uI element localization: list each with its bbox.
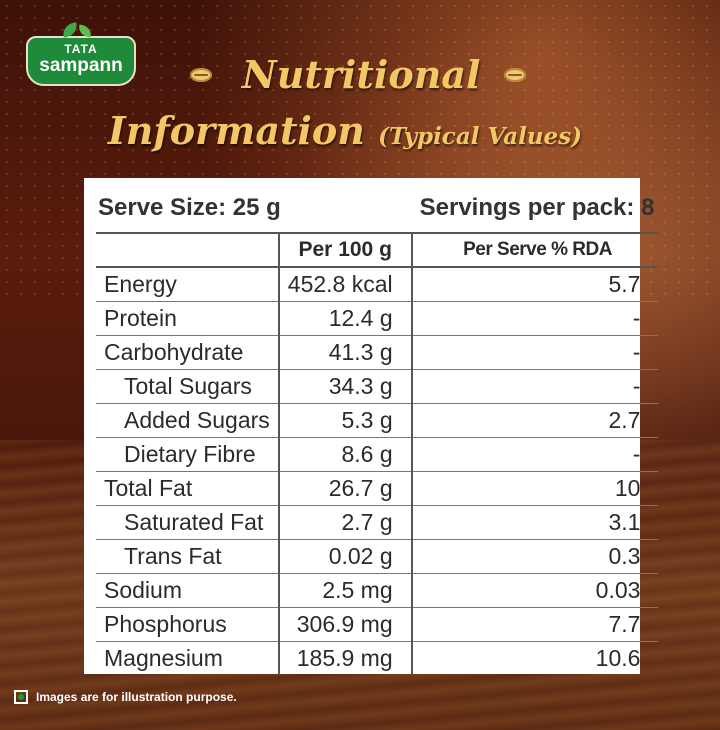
per-100g-value: 0.02 g <box>277 539 412 574</box>
rda-value: - <box>410 301 659 336</box>
footer-text: Images are for illustration purpose. <box>36 690 237 704</box>
nutrient-name: Carbohydrate <box>96 335 279 370</box>
per-100g-value: 5.3 g <box>277 403 412 438</box>
title-information: Information <box>108 108 365 153</box>
per-100g-value: 306.9 mg <box>277 607 412 642</box>
rda-value: 0.03 <box>410 573 659 608</box>
rda-value: 10 <box>410 471 659 506</box>
per-100g-value: 12.4 g <box>277 301 412 336</box>
nutrient-name: Magnesium <box>104 645 223 671</box>
per-100g-value: 41.3 g <box>277 335 412 370</box>
per-100g-value: 2.7 g <box>277 505 412 540</box>
table-row: Energy 452.8 kcal 5.7 <box>96 267 659 302</box>
rda-value: 7.7 <box>410 607 659 642</box>
title-line-2: Information (Typical Values) <box>108 108 582 153</box>
title-line-1: Nutritional <box>242 52 481 97</box>
nutrient-name: Sodium <box>96 573 279 608</box>
brand-top-text: TATA <box>64 42 98 56</box>
table-row: Total Sugars 34.3 g- <box>96 369 659 404</box>
per-100g-value: 452.8 kcal <box>277 267 412 302</box>
header-nutrient <box>96 233 279 268</box>
table-row: Saturated Fat 2.7 g 3.1 <box>96 505 659 540</box>
rda-value: 3.1 <box>410 505 659 540</box>
footer-note: Images are for illustration purpose. <box>14 690 237 704</box>
per-100g-value: 34.3 g <box>277 369 412 404</box>
servings-per-pack: Servings per pack: 8 <box>411 184 659 234</box>
table-row: Sodium 2.5 mg 0.03 <box>96 573 659 608</box>
per-100g-value: 185.9 mg <box>277 641 412 675</box>
nutrient-name: Dietary Fibre <box>96 437 279 472</box>
nutrient-name: Energy <box>96 267 279 302</box>
table-row: Carbohydrate 41.3 g- <box>96 335 659 370</box>
table-row: Magnesium 185.9 mg 10.6 <box>96 641 659 675</box>
table-row: Dietary Fibre 8.6 g- <box>96 437 659 472</box>
per-100g-value: 8.6 g <box>277 437 412 472</box>
nutrient-name: Added Sugars <box>96 403 279 438</box>
table-row: Added Sugars 5.3 g 2.7 <box>96 403 659 438</box>
rda-value: - <box>410 437 659 472</box>
per-100g-value: 2.5 mg <box>277 573 412 608</box>
nutrient-name: Trans Fat <box>96 539 279 574</box>
rda-value: - <box>410 369 659 404</box>
seed-icon <box>190 68 212 82</box>
nutrient-name: Total Fat <box>96 471 279 506</box>
serve-row: Serve Size: 25 g Servings per pack: 8 <box>96 184 659 234</box>
table-row: Protein 12.4 g- <box>96 301 659 336</box>
serve-size: Serve Size: 25 g <box>96 184 412 234</box>
rda-value: - <box>410 335 659 370</box>
brand-logo: TATA sampann <box>26 22 136 86</box>
rda-value: 10.6 <box>410 641 659 675</box>
nutrition-table: Serve Size: 25 g Servings per pack: 8 Pe… <box>96 184 659 675</box>
table-row: Total Fat 26.7 g 10 <box>96 471 659 506</box>
nutrient-name: Phosphorus <box>96 607 279 642</box>
veg-mark-icon <box>14 690 28 704</box>
table-header-row: Per 100 g Per Serve % RDA <box>96 233 659 268</box>
nutrition-table-card: Serve Size: 25 g Servings per pack: 8 Pe… <box>84 178 659 675</box>
seed-icon <box>504 68 526 82</box>
nutrition-rows: Energy 452.8 kcal 5.7 Protein 12.4 g - Carbohy… <box>96 267 659 675</box>
nutrient-name: Total Sugars <box>96 369 279 404</box>
nutrient-name: Protein <box>96 301 279 336</box>
table-row: Phosphorus 306.9 mg 7.7 <box>96 607 659 642</box>
rda-value: 5.7 <box>410 267 659 302</box>
nutrient-name: Saturated Fat <box>96 505 279 540</box>
header-per-100g: Per 100 g <box>277 233 412 268</box>
header-rda: Per Serve % RDA <box>410 233 659 268</box>
title-subtitle: (Typical Values) <box>378 123 583 150</box>
rda-value: 2.7 <box>410 403 659 438</box>
rda-value: 0.3 <box>410 539 659 574</box>
per-100g-value: 26.7 g <box>277 471 412 506</box>
brand-main-text: sampann <box>39 55 123 76</box>
table-row: Trans Fat 0.02 g 0.3 <box>96 539 659 574</box>
